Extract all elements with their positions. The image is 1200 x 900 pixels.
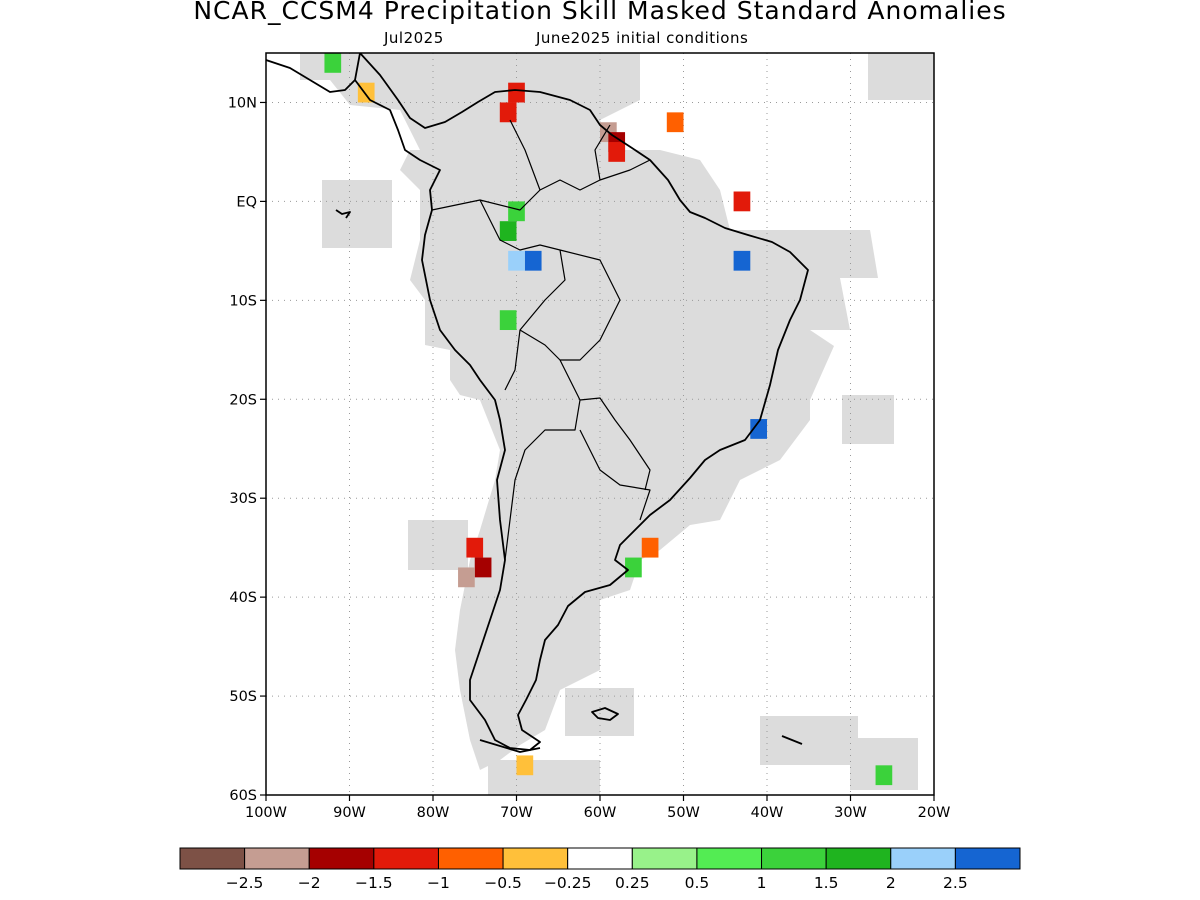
colorbar-swatch — [567, 847, 633, 870]
colorbar-label: 0.25 — [615, 874, 650, 892]
lon-tick-label: 80W — [417, 805, 450, 821]
lon-tick-label: 30W — [834, 805, 867, 821]
lat-tick-label: 40S — [229, 590, 257, 606]
colorbar-label: 0.5 — [685, 874, 710, 892]
colorbar-label: −0.5 — [484, 874, 522, 892]
colorbar-label: −1 — [427, 874, 450, 892]
anomaly-cell — [508, 250, 525, 271]
colorbar-label: −2.5 — [226, 874, 264, 892]
anomaly-cell — [608, 142, 626, 162]
anomaly-layer — [324, 53, 893, 786]
colorbar-swatch — [179, 847, 246, 870]
map-title: NCAR_CCSM4 Precipitation Skill Masked St… — [193, 0, 1007, 25]
mask-atlantic-northeast — [868, 53, 934, 100]
lon-tick-label: 70W — [500, 805, 533, 821]
coast-tierra-del-fuego — [479, 739, 541, 753]
island-galapagos — [335, 209, 351, 219]
lat-tick-label: 20S — [229, 392, 257, 408]
mask-southgeorgia — [760, 716, 858, 765]
lat-axis: 10N EQ 10S 20S 30S 40S 50S 60S — [228, 95, 266, 804]
coast-central-america — [266, 59, 356, 93]
lon-tick-label: 100W — [245, 805, 287, 821]
lon-tick-label: 60W — [584, 805, 617, 821]
colorbar-swatch — [437, 847, 504, 870]
colorbar-swatch — [890, 847, 956, 870]
lat-tick-label: 60S — [229, 788, 257, 804]
init-conditions-label: June2025 initial conditions — [536, 29, 749, 47]
anomaly-cell — [666, 112, 684, 133]
anomaly-cell — [499, 310, 517, 331]
anomaly-cell — [516, 755, 534, 776]
lat-tick-label: 10S — [229, 293, 257, 309]
lon-tick-label: 20W — [918, 805, 951, 821]
lon-axis: 100W 90W 80W 70W 60W 50W 40W 30W 20W — [245, 795, 950, 821]
colorbar-label: 2 — [886, 874, 896, 892]
mask-atlantic-south — [842, 395, 894, 444]
anomaly-cell — [641, 537, 659, 558]
country-borders — [431, 119, 651, 561]
colorbar-swatch — [825, 847, 892, 870]
target-month-label: Jul2025 — [384, 29, 444, 47]
colorbar-swatch — [502, 847, 569, 870]
anomaly-cell — [474, 557, 492, 578]
anomaly-cell — [458, 567, 475, 588]
colorbar-label: −0.25 — [544, 874, 592, 892]
mask-falklands — [565, 688, 634, 736]
gridlines — [266, 53, 934, 795]
colorbar-label: 1.5 — [814, 874, 839, 892]
anomaly-cell — [466, 537, 484, 558]
mask-southsandwich — [850, 738, 918, 790]
anomaly-cell — [625, 557, 642, 578]
anomaly-cell — [733, 250, 751, 271]
lon-tick-label: 40W — [751, 805, 784, 821]
lat-tick-label: 50S — [229, 689, 257, 705]
colorbar-swatch — [308, 847, 375, 870]
map-area — [266, 53, 934, 795]
colorbar-label: 1 — [757, 874, 767, 892]
anomaly-cell — [733, 191, 751, 212]
island-falklands — [591, 707, 619, 721]
anomaly-cell — [508, 201, 525, 222]
anomaly-cell — [499, 221, 517, 241]
colorbar-swatch — [696, 847, 763, 870]
mask-amazon-west — [430, 180, 500, 250]
anomaly-cell — [499, 102, 517, 123]
coastlines — [266, 53, 809, 753]
lat-tick-label: EQ — [236, 194, 257, 210]
lat-tick-label: 30S — [229, 491, 257, 507]
colorbar: −2.5 −2 −1.5 −1 −0.5 −0.25 0.25 0.5 1 1.5 2 2.5 — [179, 847, 1021, 892]
mask-chile-offshore — [408, 520, 468, 570]
anomaly-cell — [524, 250, 542, 271]
lat-tick-label: 10N — [228, 95, 257, 111]
coast-south-america — [354, 53, 809, 751]
colorbar-swatch — [244, 847, 310, 870]
colorbar-label: −2 — [298, 874, 321, 892]
mask-drake — [488, 760, 600, 795]
island-southgeorgia — [781, 735, 803, 745]
anomaly-cell — [508, 82, 525, 103]
colorbar-swatch — [631, 847, 698, 870]
lon-tick-label: 50W — [667, 805, 700, 821]
mask-continent — [300, 53, 878, 770]
skill-mask — [300, 53, 934, 795]
anomaly-cell — [324, 53, 342, 73]
colorbar-swatch — [761, 847, 827, 870]
colorbar-swatch — [373, 847, 439, 870]
lon-tick-label: 90W — [333, 805, 366, 821]
mask-pacific-galapagos — [322, 180, 392, 248]
colorbar-swatch — [954, 847, 1021, 870]
anomaly-cell — [875, 765, 893, 786]
colorbar-label: 2.5 — [943, 874, 968, 892]
colorbar-label: −1.5 — [355, 874, 393, 892]
anomaly-cell — [750, 419, 767, 439]
anomaly-cell — [357, 82, 375, 103]
